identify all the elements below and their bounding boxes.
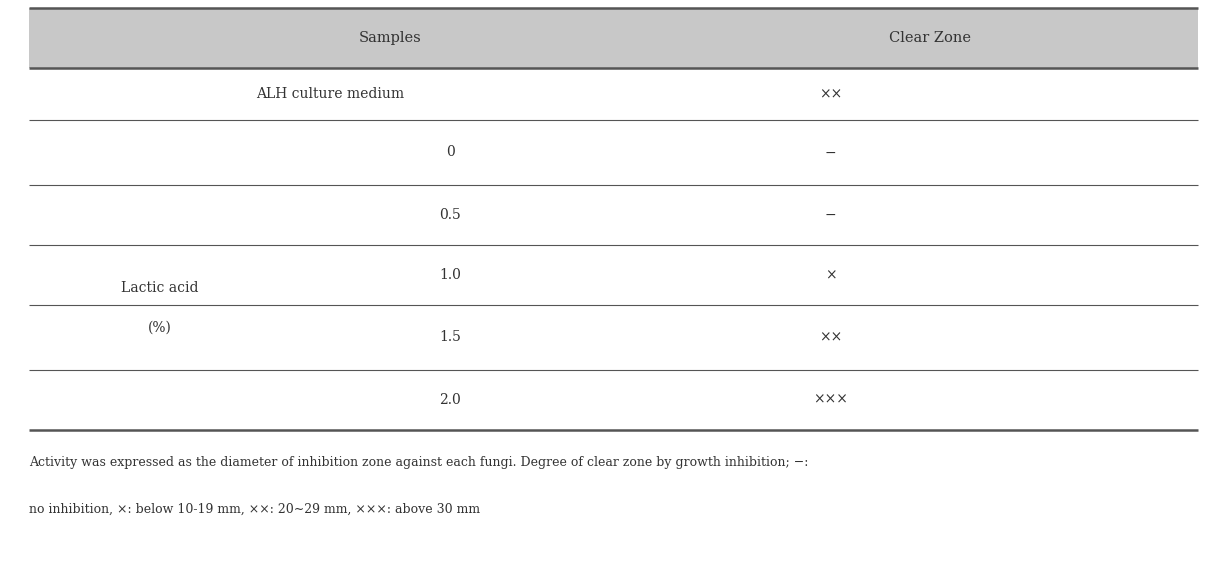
Text: 2.0: 2.0	[439, 393, 461, 407]
Text: Lactic acid: Lactic acid	[120, 281, 199, 295]
Text: 1.5: 1.5	[439, 331, 461, 344]
Text: ×: ×	[825, 268, 837, 282]
Text: no inhibition, ×: below 10-19 mm, ××: 20∼29 mm, ×××: above 30 mm: no inhibition, ×: below 10-19 mm, ××: 20…	[29, 503, 481, 516]
Text: 0: 0	[445, 146, 455, 159]
FancyBboxPatch shape	[29, 8, 1198, 68]
Text: (%): (%)	[147, 320, 172, 335]
Text: Samples: Samples	[358, 31, 422, 45]
Text: ××: ××	[820, 331, 842, 344]
Text: ×××: ×××	[814, 393, 848, 407]
Text: ALH culture medium: ALH culture medium	[256, 87, 404, 101]
Text: −: −	[825, 146, 837, 159]
Text: Clear Zone: Clear Zone	[890, 31, 971, 45]
Text: ××: ××	[820, 87, 842, 101]
Text: −: −	[825, 208, 837, 222]
Text: Activity was expressed as the diameter of inhibition zone against each fungi. De: Activity was expressed as the diameter o…	[29, 456, 809, 468]
Text: 0.5: 0.5	[439, 208, 461, 222]
Text: 1.0: 1.0	[439, 268, 461, 282]
